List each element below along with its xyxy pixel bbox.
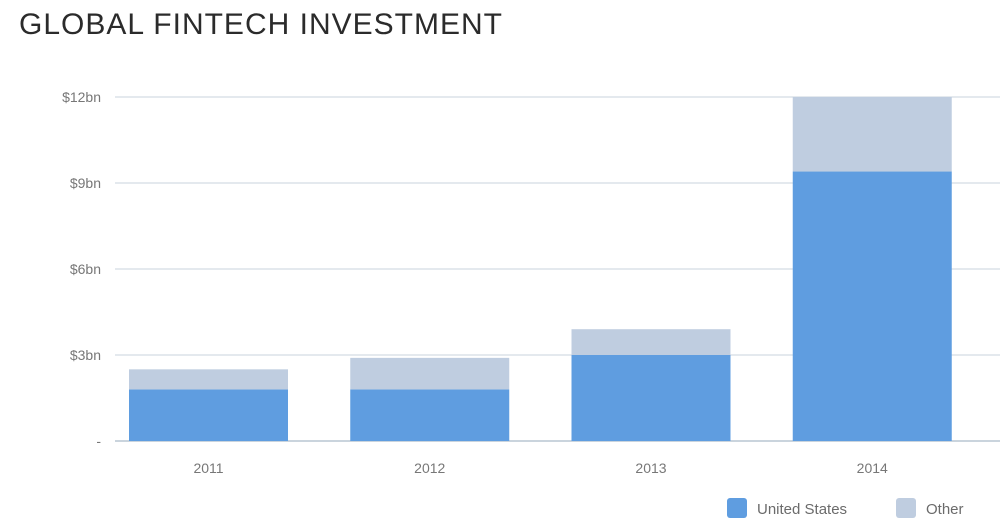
- x-tick-label: 2014: [857, 460, 888, 476]
- bar-other-2012: [350, 357, 510, 390]
- axis: - $3bn $6bn $9bn $12bn 2011 2012 2013 2014: [62, 89, 888, 476]
- bar-united-states-2011: [129, 389, 288, 441]
- bar-other-2014: [792, 97, 952, 172]
- x-tick-label: 2011: [193, 460, 223, 476]
- x-tick-label: 2012: [414, 460, 445, 476]
- y-tick-label: $12bn: [62, 89, 101, 105]
- legend: United States Other: [727, 498, 964, 518]
- bar-united-states-2013: [571, 355, 731, 441]
- y-tick-label: $3bn: [70, 347, 101, 363]
- legend-swatch-united-states: [727, 498, 747, 518]
- bar-other-2013: [571, 329, 731, 355]
- chart-title: GLOBAL FINTECH INVESTMENT: [19, 8, 503, 41]
- y-tick-label: $6bn: [70, 261, 101, 277]
- legend-label-united-states: United States: [757, 501, 847, 518]
- legend-label-other: Other: [926, 501, 964, 518]
- bars: [129, 97, 952, 442]
- bar-united-states-2012: [350, 389, 510, 441]
- y-tick-label: $9bn: [70, 175, 101, 191]
- legend-swatch-other: [896, 498, 916, 518]
- x-tick-label: 2013: [635, 460, 666, 476]
- bar-other-2011: [129, 369, 288, 390]
- y-tick-label: -: [96, 433, 101, 449]
- bar-united-states-2014: [792, 171, 952, 442]
